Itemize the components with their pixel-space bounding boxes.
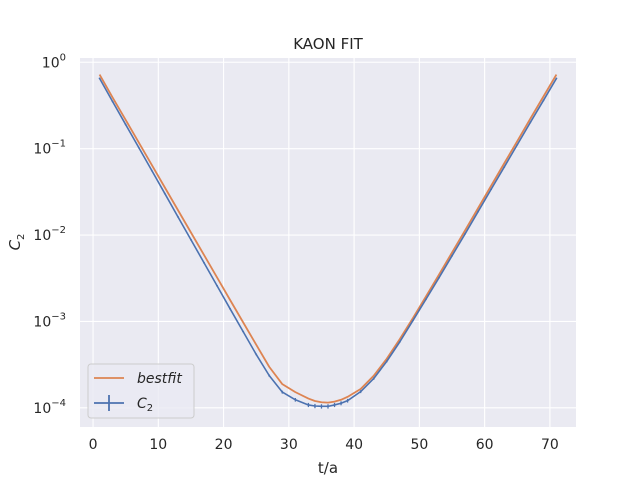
- x-tick-label: 20: [215, 437, 233, 453]
- legend-c2-label: C2: [137, 396, 153, 414]
- c2-data-point: [229, 307, 232, 310]
- y-axis-label-main: C: [6, 239, 24, 250]
- x-tick-label: 60: [476, 437, 494, 453]
- y-tick-base: 10: [42, 55, 60, 71]
- c2-data-point: [124, 123, 127, 126]
- x-tick-label: 10: [149, 437, 167, 453]
- c2-data-point: [150, 169, 153, 172]
- y-tick-label: 10−2: [33, 225, 66, 244]
- x-axis-label: t/a: [318, 459, 338, 477]
- x-axis-ticks: 0 10 20 30 40 50 60 70: [89, 437, 559, 453]
- y-axis-label-sub: 2: [16, 234, 27, 240]
- c2-data-point: [190, 238, 192, 241]
- y-tick-label: 100: [42, 52, 66, 71]
- c2-data-point: [327, 405, 329, 408]
- c2-data-point: [359, 390, 362, 393]
- c2-data-point: [490, 188, 493, 191]
- c2-data-point: [503, 166, 506, 168]
- c2-data-point: [294, 398, 297, 401]
- y-tick-label: 10−4: [33, 398, 66, 417]
- c2-data-point: [424, 298, 427, 301]
- y-tick-base: 10: [33, 314, 51, 330]
- c2-data-point: [555, 77, 558, 80]
- c2-data-point: [346, 399, 349, 402]
- y-tick-label: 10−1: [33, 139, 66, 158]
- x-tick-label: 50: [410, 437, 428, 453]
- y-tick-label: 10−3: [33, 311, 66, 330]
- y-tick-exponent: −4: [51, 398, 66, 409]
- c2-data-point: [176, 215, 179, 218]
- c2-data-point: [411, 319, 414, 322]
- c2-data-point: [281, 391, 284, 394]
- y-tick-exponent: −2: [51, 225, 66, 236]
- c2-data-point: [242, 330, 245, 333]
- c2-data-point: [307, 404, 310, 406]
- c2-data-point: [385, 360, 388, 363]
- y-tick-base: 10: [33, 228, 51, 244]
- bestfit-series-line: [98, 74, 558, 404]
- legend: bestfit C2: [87, 363, 195, 419]
- c2-data-point: [529, 121, 532, 124]
- chart-title: KAON FIT: [293, 35, 363, 53]
- y-tick-exponent: 0: [60, 52, 66, 63]
- x-tick-label: 30: [280, 437, 298, 453]
- y-axis-label: C2: [6, 234, 27, 251]
- grid-lines: [80, 58, 576, 427]
- c2-data-point: [203, 261, 205, 264]
- y-tick-base: 10: [33, 401, 51, 417]
- c2-data-point: [372, 377, 375, 380]
- y-tick-base: 10: [33, 142, 51, 158]
- c2-data-point: [340, 402, 342, 405]
- legend-c2-label-sub: 2: [147, 403, 153, 414]
- c2-data-point: [137, 146, 140, 149]
- c2-data-point: [542, 99, 545, 102]
- x-tick-label: 0: [89, 437, 98, 453]
- c2-data-point: [451, 254, 453, 257]
- c2-data-point: [516, 143, 519, 146]
- c2-data-point: [438, 276, 440, 279]
- c2-data-point: [333, 404, 336, 406]
- c2-data-point: [314, 405, 316, 407]
- c2-data-point: [255, 353, 258, 356]
- x-tick-label: 70: [541, 437, 559, 453]
- c2-data-point: [477, 210, 480, 213]
- legend-bestfit-label: bestfit: [137, 371, 182, 387]
- x-tick-label: 40: [345, 437, 363, 453]
- c2-data-point: [98, 77, 101, 80]
- c2-data-point: [216, 284, 218, 287]
- c2-data-point: [320, 405, 323, 408]
- series-layer: [98, 74, 558, 409]
- c2-data-point: [163, 192, 166, 195]
- c2-data-point: [268, 374, 271, 377]
- legend-c2-label-main: C: [137, 396, 147, 412]
- c2-data-point: [398, 340, 401, 343]
- c2-data-point: [464, 233, 466, 235]
- y-tick-exponent: −1: [51, 139, 66, 150]
- y-tick-exponent: −3: [51, 311, 66, 322]
- c2-data-point: [111, 100, 114, 103]
